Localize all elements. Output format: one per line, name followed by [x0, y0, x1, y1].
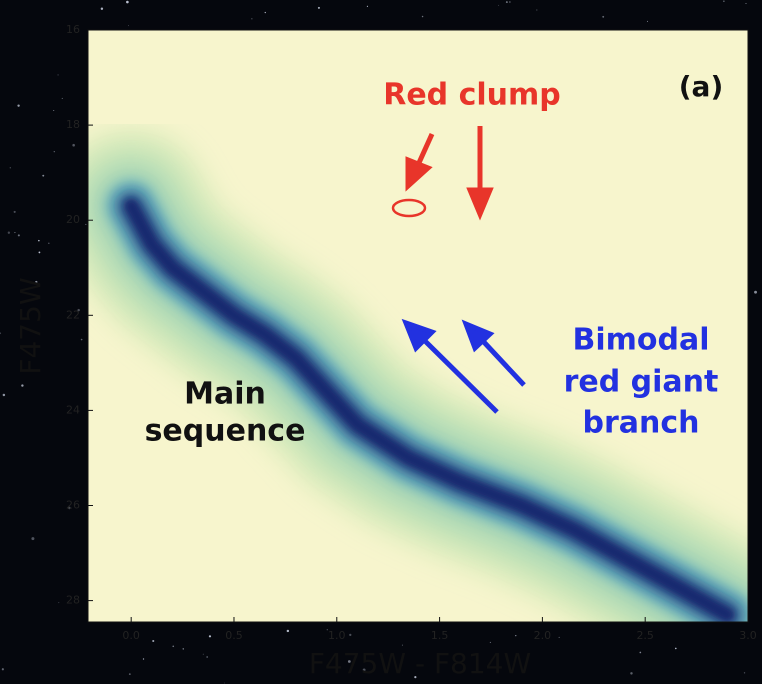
star: [743, 672, 746, 674]
annotation: branch: [582, 406, 699, 441]
star: [58, 602, 60, 604]
blue-arrows: [401, 318, 526, 414]
star: [77, 308, 80, 312]
star: [347, 660, 351, 663]
y-tick-label: 20: [66, 213, 80, 226]
y-axis-label: F475W: [14, 277, 47, 374]
star: [639, 651, 642, 654]
star: [17, 104, 20, 107]
annotations: Red clump (a) Bimodal red giant branch M…: [145, 70, 724, 449]
annotation: Main: [184, 377, 266, 412]
density-layer: [88, 130, 748, 622]
star: [57, 74, 59, 76]
star: [72, 143, 75, 147]
annotation: sequence: [145, 414, 306, 449]
density-band: [125, 199, 734, 621]
star: [100, 7, 104, 10]
y-tick-label: 16: [66, 23, 80, 36]
star: [745, 3, 747, 5]
star: [128, 25, 130, 27]
star: [128, 673, 131, 676]
star: [630, 672, 633, 675]
star: [674, 647, 677, 650]
y-tick-label: 28: [66, 594, 80, 607]
star: [326, 629, 328, 631]
star: [172, 645, 175, 648]
star: [1, 668, 4, 671]
star: [489, 641, 491, 643]
x-tick-label: 2.5: [636, 629, 654, 642]
star: [38, 239, 40, 242]
star: [602, 15, 605, 18]
star: [251, 18, 253, 20]
x-tick-label: 3.0: [739, 629, 757, 642]
star: [498, 4, 500, 6]
y-tick-label: 26: [66, 499, 80, 512]
x-tick-label: 2.0: [534, 629, 552, 642]
star: [264, 11, 266, 14]
star: [286, 629, 290, 633]
star: [7, 231, 11, 234]
star: [349, 633, 352, 637]
axes: 0.0 0.5 1.0 1.5 2.0 2.5 3.0 16 18 20 22 24 26 28: [66, 23, 757, 642]
star: [14, 231, 16, 234]
x-tick-label: 0.5: [225, 629, 243, 642]
red-arrows: [405, 126, 494, 221]
clump-marker: [391, 198, 427, 218]
star: [366, 5, 369, 7]
y-tick-label: 18: [66, 118, 80, 131]
star: [142, 658, 145, 660]
star: [505, 1, 508, 4]
star: [9, 167, 11, 169]
star: [61, 97, 63, 99]
x-tick-label: 1.5: [431, 629, 449, 642]
star: [53, 109, 55, 111]
star: [53, 151, 55, 153]
star: [48, 242, 50, 244]
star: [2, 393, 6, 397]
star: [362, 668, 366, 672]
star: [536, 9, 538, 11]
star: [38, 251, 41, 254]
star: [42, 174, 45, 177]
x-tick-label: 0.0: [122, 629, 140, 642]
star: [80, 338, 83, 341]
plot-frame: [87, 29, 749, 623]
star: [206, 656, 209, 658]
annotation: (a): [679, 70, 724, 103]
y-tick-label: 24: [66, 403, 80, 416]
star: [202, 653, 204, 655]
star: [723, 0, 725, 3]
star: [182, 648, 184, 650]
star: [317, 6, 320, 9]
x-tick-label: 1.0: [328, 629, 346, 642]
star: [126, 0, 129, 4]
star: [152, 639, 155, 643]
star: [0, 332, 2, 335]
star: [21, 384, 24, 387]
star: [754, 290, 757, 294]
star: [223, 682, 225, 684]
star: [414, 676, 417, 679]
star: [13, 210, 16, 213]
star: [208, 635, 212, 638]
y-tick-label: 22: [66, 308, 80, 321]
star: [647, 20, 648, 22]
star: [515, 635, 517, 637]
star: [31, 537, 35, 541]
annotation: red giant: [564, 365, 719, 400]
star: [85, 223, 87, 225]
x-axis-label: F475W - F814W: [309, 647, 531, 680]
star: [401, 644, 403, 646]
star: [509, 1, 511, 3]
star: [68, 506, 71, 510]
annotation: Red clump: [383, 78, 561, 113]
star: [421, 15, 424, 18]
star: [558, 636, 560, 638]
star: [17, 234, 20, 237]
annotation: Bimodal: [572, 323, 709, 358]
star: [35, 280, 38, 284]
